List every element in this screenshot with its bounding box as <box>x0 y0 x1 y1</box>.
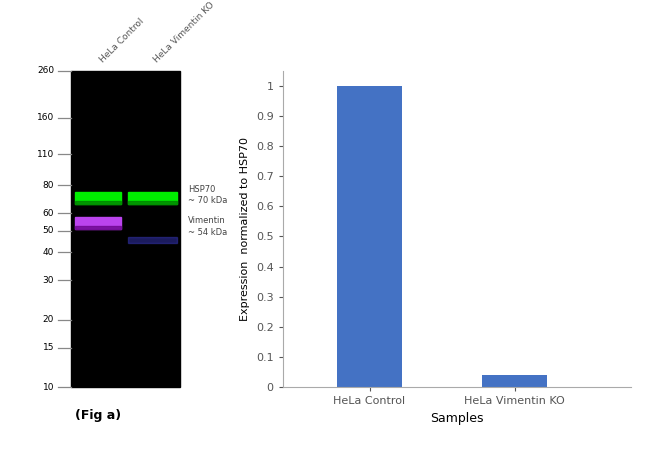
Bar <box>75 192 121 204</box>
Bar <box>128 192 177 204</box>
Bar <box>337 86 402 387</box>
Text: HSP70
~ 70 kDa: HSP70 ~ 70 kDa <box>188 185 227 205</box>
Text: 50: 50 <box>43 226 54 236</box>
Text: 40: 40 <box>43 248 54 257</box>
Bar <box>128 236 177 243</box>
Bar <box>75 217 121 229</box>
Y-axis label: Expression  normalized to HSP70: Expression normalized to HSP70 <box>240 137 250 321</box>
Text: 80: 80 <box>43 181 54 190</box>
Text: 30: 30 <box>43 276 54 285</box>
Text: 60: 60 <box>43 209 54 218</box>
Text: 15: 15 <box>43 343 54 352</box>
Bar <box>482 375 547 387</box>
Bar <box>128 201 177 204</box>
Text: 110: 110 <box>37 150 54 159</box>
Text: Vimentin
~ 54 kDa: Vimentin ~ 54 kDa <box>188 216 227 237</box>
Bar <box>75 201 121 204</box>
Text: 260: 260 <box>37 66 54 76</box>
Text: (Fig a): (Fig a) <box>75 409 121 422</box>
Bar <box>75 226 121 229</box>
Text: HeLa Control: HeLa Control <box>98 17 146 65</box>
Text: 20: 20 <box>43 315 54 324</box>
Text: 160: 160 <box>37 113 54 122</box>
X-axis label: Samples: Samples <box>430 412 484 425</box>
Text: 10: 10 <box>43 382 54 392</box>
Text: HeLa Vimentin KO: HeLa Vimentin KO <box>153 0 216 65</box>
Bar <box>71 71 181 387</box>
